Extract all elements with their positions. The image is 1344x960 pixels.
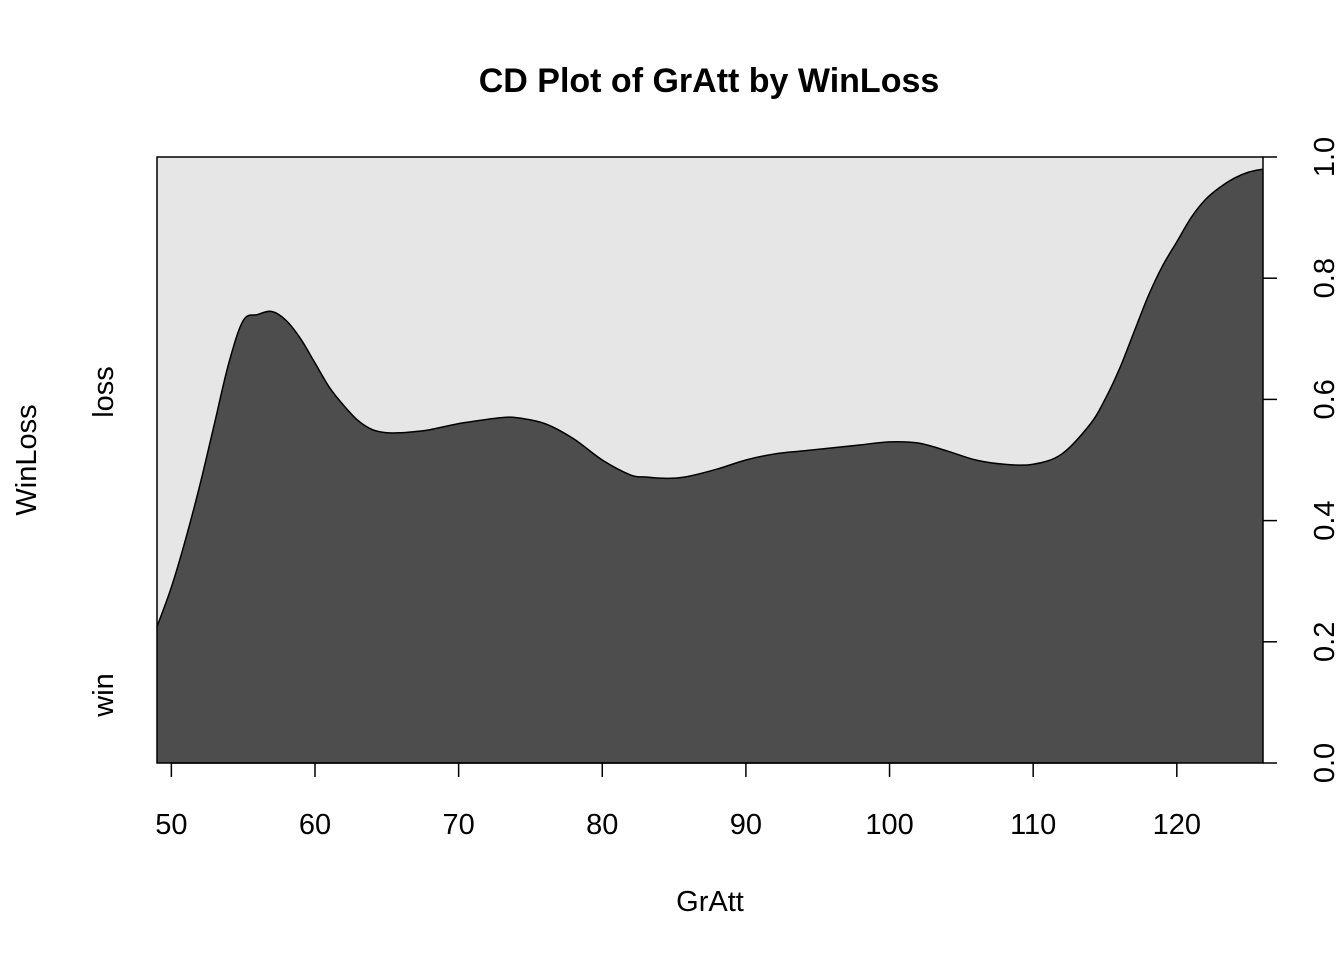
y-tick-label: 1.0 [1309,137,1341,177]
x-tick-label: 80 [586,809,618,841]
chart-title: CD Plot of GrAtt by WinLoss [479,62,940,100]
plot-area [156,156,1264,764]
y-tick-label: 0.6 [1309,379,1341,419]
x-tick-label: 100 [865,809,913,841]
y-tick-label: 0.0 [1309,743,1341,783]
y-tick-label: 0.4 [1309,500,1341,540]
category-label-win: win [88,673,120,718]
x-tick-label: 90 [730,809,762,841]
y-axis-label: WinLoss [11,404,43,515]
win-region [157,169,1263,763]
y-tick-label: 0.8 [1309,258,1341,298]
category-label-loss: loss [88,366,120,418]
y-axis-right: 0.0 0.2 0.4 0.6 0.8 1.0 [1263,137,1341,783]
x-tick-label: 60 [299,809,331,841]
x-tick-label: 110 [1010,809,1056,841]
x-tick-label: 120 [1153,809,1201,841]
boundary-line [156,168,1264,627]
x-tick-label: 70 [443,809,475,841]
x-axis-label: GrAtt [676,886,744,918]
x-tick-label: 50 [155,809,187,841]
x-axis: 50 60 70 80 90 100 110 120 [155,762,1201,841]
y-tick-label: 0.2 [1309,622,1341,662]
